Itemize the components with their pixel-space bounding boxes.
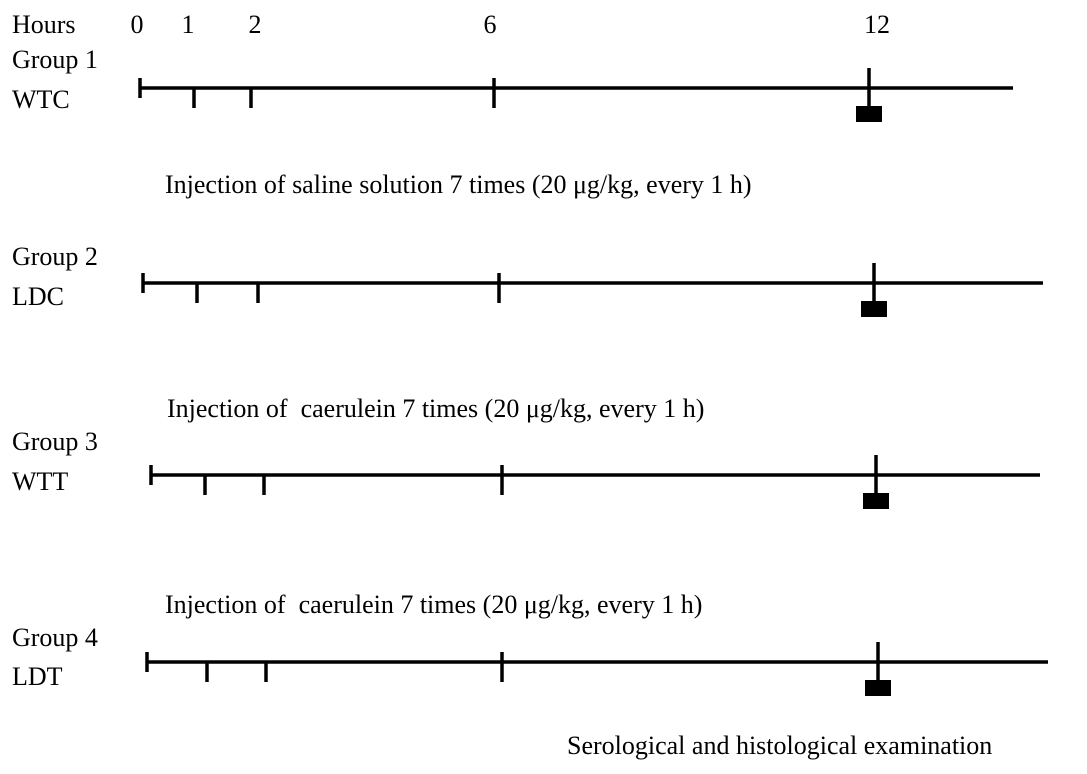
group-code: WTT xyxy=(12,467,68,496)
hour-label: 2 xyxy=(249,10,262,39)
group-title: Group 3 xyxy=(12,427,98,456)
hour-label: 1 xyxy=(182,10,195,39)
group-code: WTC xyxy=(12,85,70,114)
group-code: LDT xyxy=(12,662,63,691)
hour-label: 0 xyxy=(131,10,144,39)
exam-block xyxy=(863,493,889,509)
note: Serological and histological examination xyxy=(567,731,992,760)
exam-block xyxy=(865,680,891,696)
hour-label: 6 xyxy=(484,10,497,39)
note: Injection of saline solution 7 times (20… xyxy=(165,170,752,199)
group-title: Group 1 xyxy=(12,45,98,74)
exam-block xyxy=(861,301,887,317)
hour-label: 12 xyxy=(864,10,890,39)
hours-label: Hours xyxy=(12,10,76,39)
group-title: Group 2 xyxy=(12,242,98,271)
group-code: LDC xyxy=(12,282,64,311)
note: Injection of caerulein 7 times (20 μg/kg… xyxy=(165,590,702,619)
note: Injection of caerulein 7 times (20 μg/kg… xyxy=(167,394,704,423)
group-title: Group 4 xyxy=(12,623,98,652)
exam-block xyxy=(856,106,882,122)
